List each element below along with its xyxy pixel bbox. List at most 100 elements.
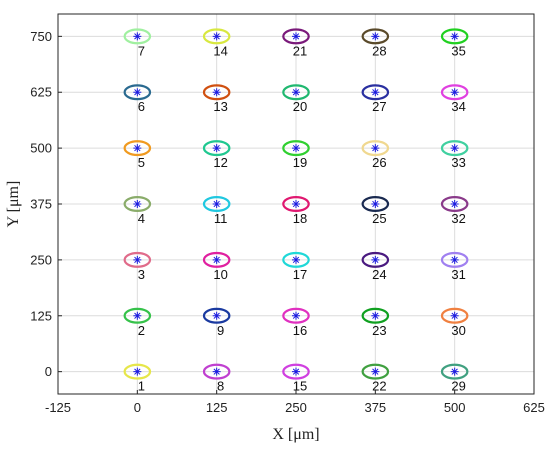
point-ellipse	[361, 307, 390, 324]
point-ellipse	[123, 251, 152, 268]
point-marker	[371, 88, 380, 97]
point-label: 3	[138, 267, 145, 282]
point-label: 7	[138, 43, 145, 58]
point-marker	[212, 144, 221, 153]
point-ellipse	[361, 363, 390, 380]
point-ellipse	[282, 251, 310, 268]
x-tick-label: 375	[364, 400, 386, 415]
x-tick-label: 0	[134, 400, 141, 415]
y-tick-label: 0	[45, 364, 52, 379]
point-label: 26	[372, 155, 386, 170]
point-label: 24	[372, 267, 386, 282]
point-marker	[292, 144, 300, 153]
x-tick-label: -125	[45, 400, 71, 415]
point-label: 18	[293, 211, 307, 226]
point-ellipse	[440, 196, 469, 212]
point-ellipse	[202, 307, 231, 324]
point-label: 5	[138, 155, 145, 170]
point-marker	[133, 200, 142, 208]
point-ellipse	[202, 251, 231, 268]
point-label: 34	[451, 99, 465, 114]
y-tick-label: 750	[30, 29, 52, 44]
point-ellipse	[282, 363, 310, 380]
y-tick-label: 500	[30, 141, 52, 156]
point-ellipse	[440, 28, 469, 45]
point-ellipse	[123, 307, 152, 324]
point-marker	[212, 32, 221, 41]
point-marker	[450, 311, 459, 320]
point-label: 21	[293, 43, 307, 58]
point-ellipse	[440, 363, 469, 380]
point-ellipse	[282, 28, 310, 45]
x-tick-label: 625	[523, 400, 545, 415]
point-label: 4	[138, 211, 145, 226]
point-label: 23	[372, 323, 386, 338]
point-marker	[212, 200, 221, 208]
point-label: 8	[217, 379, 224, 394]
point-marker	[133, 311, 142, 320]
y-tick-label: 125	[30, 308, 52, 323]
point-ellipse	[361, 28, 390, 45]
point-label: 31	[451, 267, 465, 282]
x-axis-label: X [μm]	[272, 426, 319, 443]
point-marker	[292, 311, 300, 320]
point-ellipse	[361, 251, 390, 268]
point-marker	[133, 367, 142, 376]
point-ellipse	[361, 84, 390, 101]
point-label: 25	[372, 211, 386, 226]
point-ellipse	[123, 28, 152, 45]
point-marker	[450, 255, 459, 264]
point-label: 13	[213, 99, 227, 114]
point-marker	[292, 367, 300, 376]
point-marker	[371, 255, 380, 264]
point-ellipse	[282, 196, 310, 212]
point-marker	[450, 144, 459, 153]
point-marker	[450, 32, 459, 41]
point-label: 27	[372, 99, 386, 114]
point-marker	[292, 200, 300, 208]
point-label: 20	[293, 99, 307, 114]
x-tick-label: 125	[206, 400, 228, 415]
point-label: 22	[372, 379, 386, 394]
point-marker	[133, 255, 142, 264]
y-tick-label: 375	[30, 197, 52, 212]
point-label: 2	[138, 323, 145, 338]
point-label: 9	[217, 323, 224, 338]
x-tick-label: 500	[444, 400, 466, 415]
point-ellipse	[202, 84, 231, 101]
point-label: 14	[213, 43, 227, 58]
point-ellipse	[440, 307, 469, 324]
point-label: 28	[372, 43, 386, 58]
point-ellipse	[440, 84, 469, 101]
point-label: 19	[293, 155, 307, 170]
y-tick-label: 250	[30, 252, 52, 267]
point-label: 16	[293, 323, 307, 338]
point-marker	[450, 200, 459, 208]
point-label: 33	[451, 155, 465, 170]
point-ellipse	[123, 140, 152, 157]
point-marker	[212, 255, 221, 264]
point-marker	[371, 144, 380, 153]
point-ellipse	[282, 307, 310, 324]
point-marker	[292, 88, 300, 97]
point-ellipse	[202, 196, 231, 212]
point-ellipse	[282, 84, 310, 101]
point-ellipse	[202, 28, 231, 45]
point-label: 11	[214, 211, 228, 226]
point-marker	[371, 32, 380, 41]
y-axis-label: Y [μm]	[5, 181, 22, 228]
point-marker	[133, 88, 142, 97]
point-marker	[133, 32, 142, 41]
point-ellipse	[361, 196, 390, 212]
x-tick-label: 250	[285, 400, 307, 415]
point-ellipse	[282, 140, 310, 157]
point-label: 29	[451, 379, 465, 394]
point-marker	[450, 88, 459, 97]
point-ellipse	[440, 251, 469, 268]
point-ellipse	[202, 363, 231, 380]
point-marker	[371, 367, 380, 376]
point-ellipse	[123, 363, 152, 380]
point-label: 32	[451, 211, 465, 226]
